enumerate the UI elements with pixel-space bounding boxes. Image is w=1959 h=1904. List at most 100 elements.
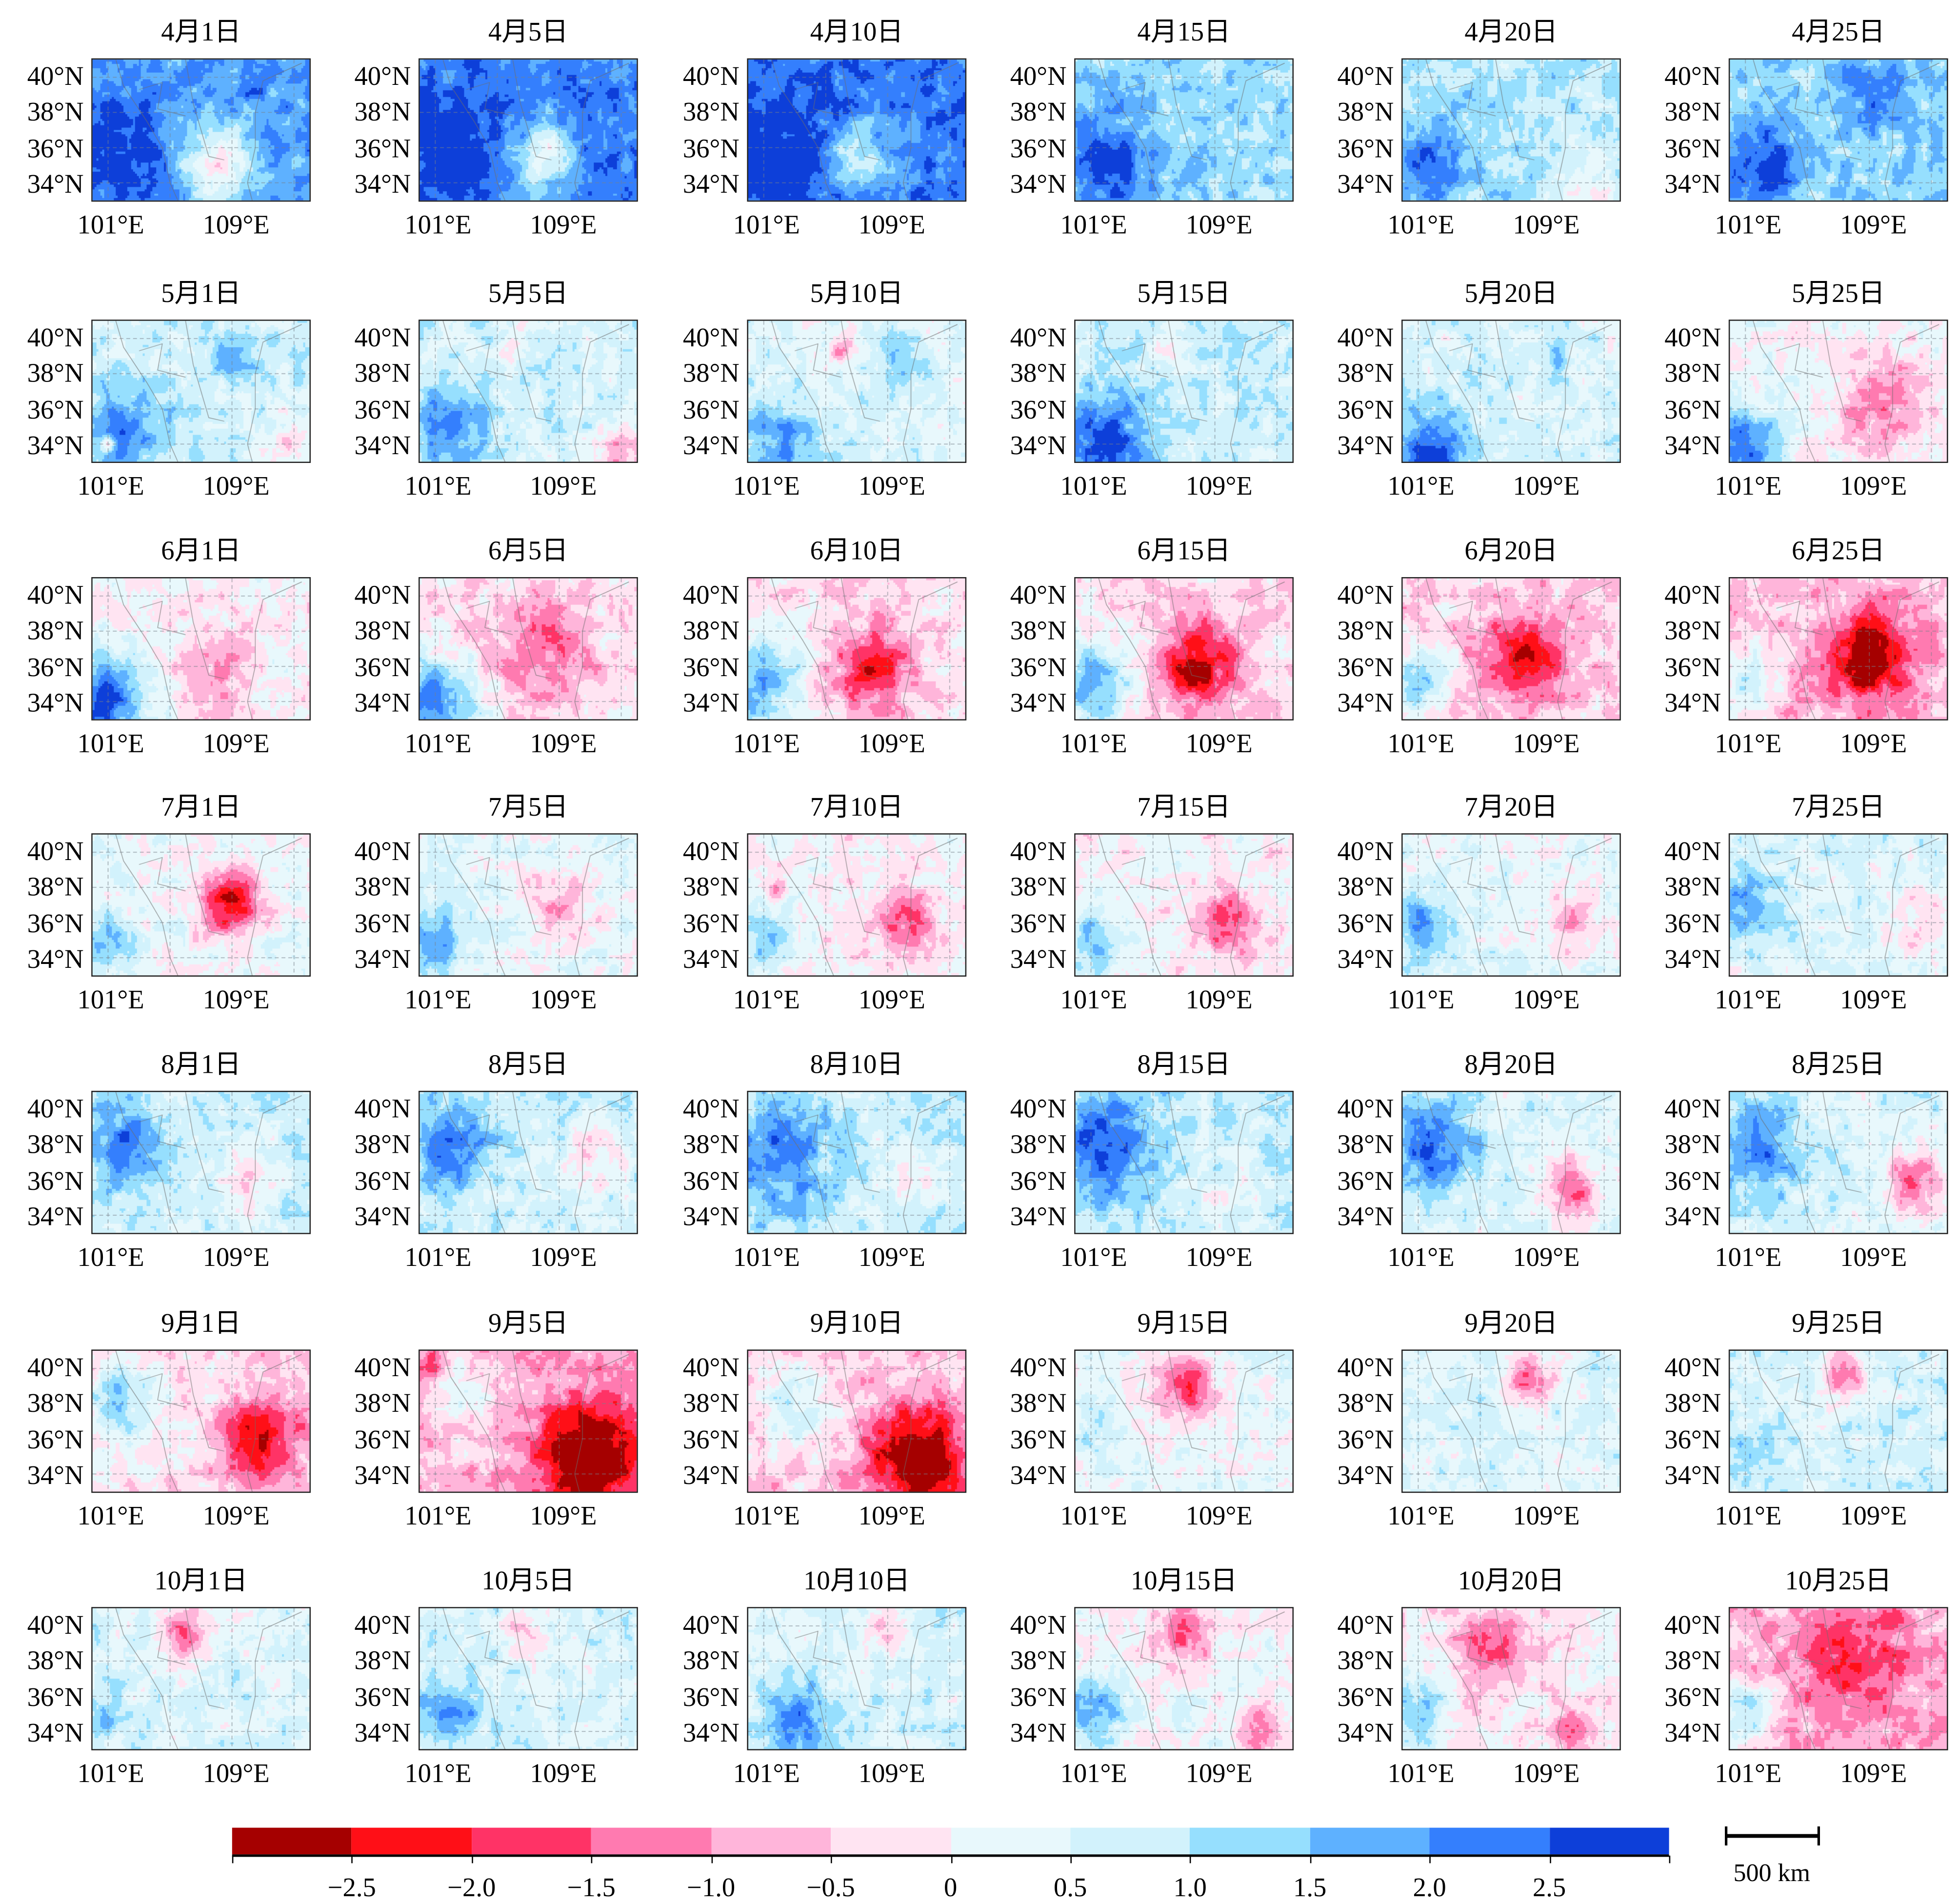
map-panel: 9月5日 40°N 38°N 36°N 34°N 101°E 109°E: [354, 1308, 638, 1529]
lon-tick-label: 109°E: [1513, 470, 1580, 501]
map-panel: 6月1日 40°N 38°N 36°N 34°N 101°E 109°E: [27, 535, 311, 757]
lon-tick-label: 101°E: [733, 984, 800, 1015]
lat-tick-label: 40°N: [27, 1609, 84, 1641]
heatmap-field: [747, 1607, 967, 1750]
lat-tick-label: 38°N: [27, 1645, 84, 1676]
panel-title: 9月25日: [1792, 1307, 1885, 1338]
lon-tick-label: 101°E: [1060, 1758, 1127, 1788]
lat-tick-label: 34°N: [1010, 1460, 1067, 1490]
lon-tick-label: 101°E: [1715, 1500, 1782, 1531]
lat-tick-label: 36°N: [1337, 907, 1394, 939]
lon-tick-label: 101°E: [733, 1500, 800, 1531]
lat-tick-label: 34°N: [1664, 943, 1721, 974]
lat-tick-label: 34°N: [1010, 1201, 1067, 1232]
map-panel: 4月20日 40°N 38°N 36°N 34°N 101°E 109°E: [1337, 17, 1621, 238]
panel-title: 9月10日: [810, 1307, 903, 1338]
lat-tick-label: 36°N: [1664, 1165, 1721, 1196]
lat-tick-label: 34°N: [1664, 687, 1721, 718]
lat-tick-label: 38°N: [1337, 872, 1394, 902]
panel-title: 8月20日: [1464, 1049, 1558, 1080]
lat-tick-label: 38°N: [1010, 358, 1067, 389]
colorbar-tick-label: 1.5: [1293, 1872, 1327, 1903]
heatmap-field: [1728, 1349, 1948, 1493]
lat-tick-label: 40°N: [1664, 1352, 1721, 1383]
lon-tick-label: 109°E: [530, 1500, 597, 1531]
lat-tick-label: 34°N: [27, 943, 84, 974]
map-panel: 5月1日 40°N 38°N 36°N 34°N 101°E 109°E: [27, 278, 311, 499]
lat-tick-label: 38°N: [1010, 97, 1067, 127]
lon-tick-label: 101°E: [77, 1758, 144, 1788]
map-panel: 5月5日 40°N 38°N 36°N 34°N 101°E 109°E: [354, 278, 638, 499]
heatmap-field: [418, 1349, 638, 1493]
panel-title: 4月10日: [810, 16, 903, 47]
panel-title: 5月25日: [1792, 278, 1885, 308]
heatmap-field: [747, 1349, 967, 1493]
lat-tick-label: 36°N: [1664, 1423, 1721, 1455]
heatmap-field: [1074, 1607, 1294, 1750]
lat-tick-label: 36°N: [354, 1423, 411, 1455]
map-panel: 9月25日 40°N 38°N 36°N 34°N 101°E 109°E: [1664, 1308, 1948, 1529]
panel-title: 8月5日: [488, 1049, 568, 1080]
lat-tick-label: 34°N: [1337, 168, 1394, 199]
lat-tick-label: 38°N: [1010, 1388, 1067, 1419]
panel-title: 4月1日: [161, 16, 241, 47]
lat-tick-label: 36°N: [682, 1165, 740, 1196]
lat-tick-label: 34°N: [1337, 943, 1394, 974]
lon-tick-label: 101°E: [733, 209, 800, 240]
map-panel: 9月20日 40°N 38°N 36°N 34°N 101°E 109°E: [1337, 1308, 1621, 1529]
lat-tick-label: 40°N: [682, 322, 740, 353]
lon-tick-label: 101°E: [1060, 1500, 1127, 1531]
lon-tick-label: 109°E: [1840, 984, 1907, 1015]
map-panel: 7月5日 40°N 38°N 36°N 34°N 101°E 109°E: [354, 791, 638, 1013]
panel-title: 7月15日: [1137, 791, 1231, 822]
lat-tick-label: 40°N: [682, 836, 740, 867]
lat-tick-label: 40°N: [1664, 1609, 1721, 1641]
lat-tick-label: 38°N: [1010, 1129, 1067, 1160]
heatmap-field: [91, 833, 311, 977]
lat-tick-label: 36°N: [1337, 394, 1394, 425]
lon-tick-label: 101°E: [1060, 470, 1127, 501]
lon-tick-label: 109°E: [858, 984, 925, 1015]
lon-tick-label: 101°E: [77, 1500, 144, 1531]
lat-tick-label: 36°N: [1337, 1681, 1394, 1712]
map-panel: 4月25日 40°N 38°N 36°N 34°N 101°E 109°E: [1664, 17, 1948, 238]
panel-title: 10月25日: [1785, 1565, 1892, 1596]
lat-tick-label: 40°N: [27, 1352, 84, 1383]
lat-tick-label: 34°N: [1337, 430, 1394, 461]
lat-tick-label: 34°N: [1664, 1717, 1721, 1748]
lon-tick-label: 109°E: [1840, 1242, 1907, 1272]
colorbar-segment: [950, 1827, 1071, 1855]
heatmap-field: [91, 1091, 311, 1234]
heatmap-field: [1728, 1607, 1948, 1750]
lat-tick-label: 38°N: [354, 97, 411, 127]
lon-tick-label: 109°E: [1513, 1500, 1580, 1531]
lat-tick-label: 36°N: [27, 394, 84, 425]
colorbar-tick-label: −1.5: [567, 1872, 616, 1903]
lon-tick-label: 109°E: [202, 1758, 270, 1788]
lat-tick-label: 34°N: [27, 1201, 84, 1232]
heatmap-field: [91, 1349, 311, 1493]
heatmap-field: [91, 58, 311, 202]
lat-tick-label: 36°N: [354, 907, 411, 939]
lat-tick-label: 40°N: [1337, 61, 1394, 92]
colorbar-segment: [1310, 1827, 1430, 1855]
lon-tick-label: 101°E: [77, 728, 144, 759]
lon-tick-label: 109°E: [1513, 209, 1580, 240]
map-panel: 7月20日 40°N 38°N 36°N 34°N 101°E 109°E: [1337, 791, 1621, 1013]
lon-tick-label: 101°E: [404, 209, 472, 240]
map-panel: 6月25日 40°N 38°N 36°N 34°N 101°E 109°E: [1664, 535, 1948, 757]
lat-tick-label: 34°N: [354, 1717, 411, 1748]
panel-title: 4月5日: [488, 16, 568, 47]
lat-tick-label: 38°N: [1664, 358, 1721, 389]
panel-title: 6月10日: [810, 535, 903, 566]
map-panel: 5月25日 40°N 38°N 36°N 34°N 101°E 109°E: [1664, 278, 1948, 499]
lat-tick-label: 38°N: [1010, 1645, 1067, 1676]
lat-tick-label: 34°N: [27, 1717, 84, 1748]
lat-tick-label: 40°N: [1664, 322, 1721, 353]
lon-tick-label: 109°E: [1840, 728, 1907, 759]
lat-tick-label: 34°N: [1010, 1717, 1067, 1748]
heatmap-field: [1074, 1349, 1294, 1493]
lon-tick-label: 109°E: [1513, 1758, 1580, 1788]
lat-tick-label: 36°N: [354, 1681, 411, 1712]
